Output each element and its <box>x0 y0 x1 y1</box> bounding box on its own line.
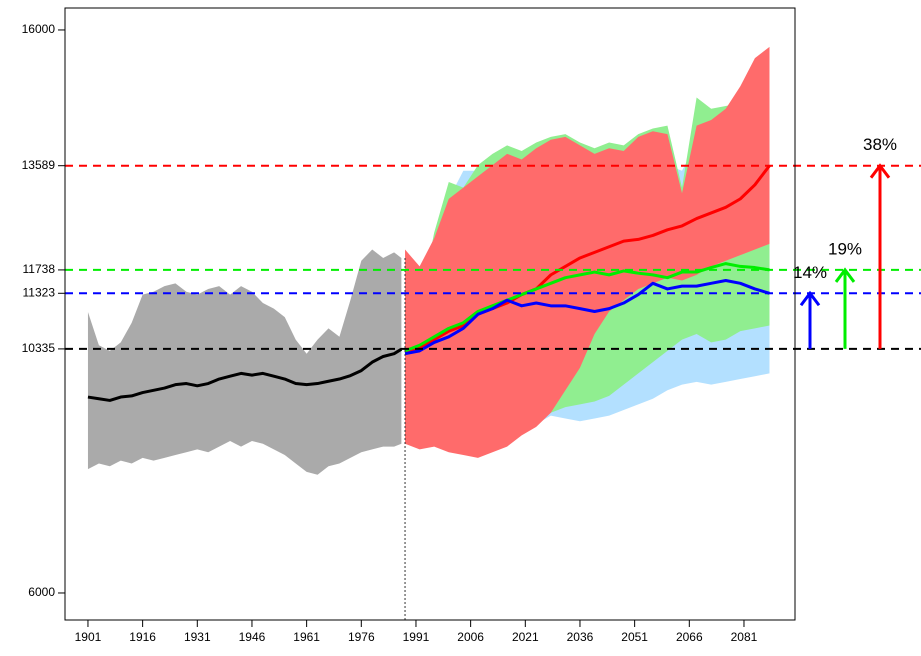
mean-line <box>404 279 770 356</box>
x-tick-label: 2066 <box>676 630 703 644</box>
uncertainty-band <box>405 46 770 458</box>
plot-area <box>87 46 771 475</box>
change-label: 19% <box>828 239 862 258</box>
arrow-head <box>869 163 891 179</box>
plot-frame <box>64 7 796 621</box>
y-tick-label: 13589 <box>22 158 56 172</box>
x-tick-label: 1976 <box>348 630 375 644</box>
x-tick-label: 2006 <box>457 630 484 644</box>
y-tick-label: 11738 <box>23 262 56 276</box>
mean-line <box>87 347 403 402</box>
x-tick-label: 2081 <box>731 630 758 644</box>
overlay: 14%19% 38% <box>65 135 921 620</box>
uncertainty-band <box>87 249 402 475</box>
change-label: 14% <box>793 263 827 282</box>
x-tick-label: 1901 <box>75 630 102 644</box>
x-tick-label: 2051 <box>621 630 648 644</box>
x-tick-label: 1916 <box>129 630 156 644</box>
x-tick-label: 2036 <box>567 630 594 644</box>
y-tick-label: 6000 <box>28 585 55 599</box>
x-tick-label: 1961 <box>293 630 320 644</box>
y-tick-label: 11323 <box>23 285 56 299</box>
x-tick-label: 1931 <box>184 630 211 644</box>
x-tick-label: 1946 <box>239 630 266 644</box>
change-label: 38% <box>863 135 897 154</box>
x-tick-label: 2021 <box>512 630 539 644</box>
y-tick-label: 16000 <box>22 22 56 36</box>
x-tick-label: 1991 <box>403 630 430 644</box>
y-tick-label: 10335 <box>22 341 56 355</box>
mean-line <box>404 164 771 353</box>
mean-line <box>404 262 770 353</box>
arrow-head <box>799 290 821 307</box>
arrow-head <box>834 267 856 283</box>
